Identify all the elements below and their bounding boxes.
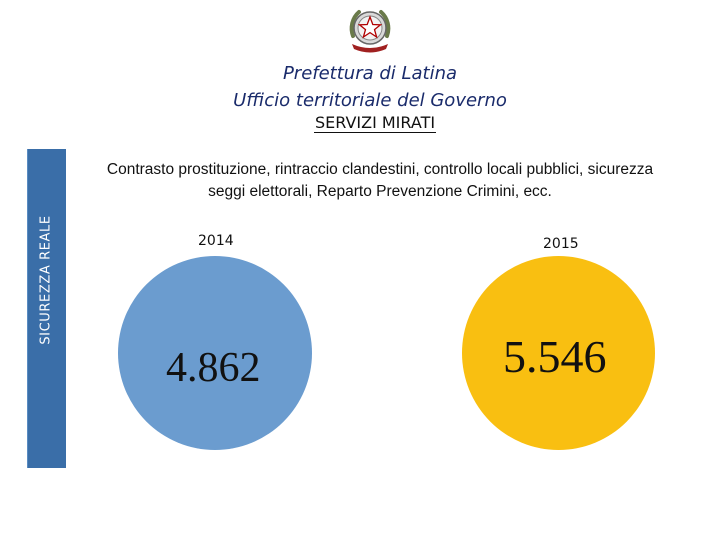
- year-2014-label: 2014: [198, 233, 234, 249]
- sidebar-label-text: SICUREZZA REALE: [38, 215, 54, 345]
- year-2015-label: 2015: [543, 236, 579, 252]
- title-ufficio: Ufficio territoriale del Governo: [233, 90, 507, 111]
- value-2014: 4.862: [166, 345, 261, 391]
- sidebar-bar: [27, 149, 66, 468]
- value-2015: 5.546: [503, 331, 607, 382]
- italian-republic-emblem-icon: [349, 10, 391, 53]
- title-prefettura: Prefettura di Latina: [282, 63, 458, 84]
- circle-2015: [462, 256, 655, 450]
- circle-2014: [118, 256, 312, 450]
- subtitle: SERVIZI MIRATI: [0, 113, 720, 133]
- services-description: Contrasto prostituzione, rintraccio clan…: [106, 161, 654, 200]
- subtitle-text: SERVIZI MIRATI: [313, 113, 437, 133]
